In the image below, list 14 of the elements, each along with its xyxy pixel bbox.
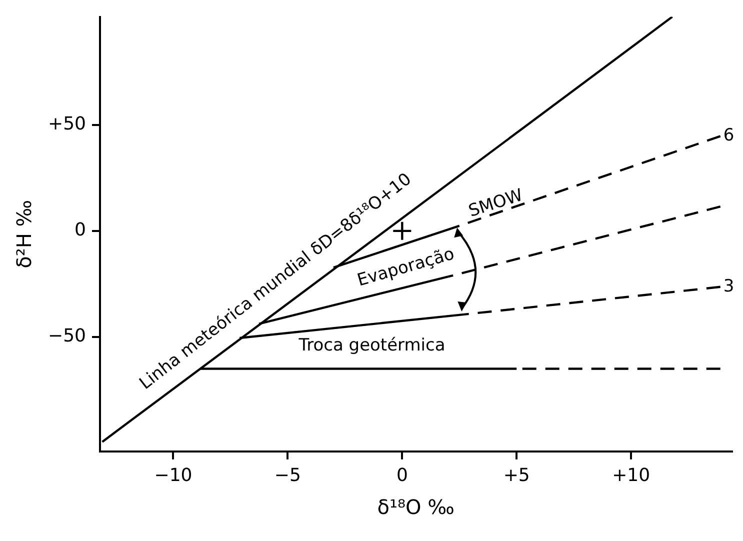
x-axis-title: δ¹⁸O ‰: [377, 495, 455, 520]
annotation: SMOW: [466, 185, 526, 222]
series-label: 3: [723, 276, 734, 296]
y-tick-label: +50: [48, 114, 86, 135]
y-tick-label: −50: [48, 326, 86, 347]
x-tick-label: −5: [274, 464, 301, 486]
x-tick-label: +10: [612, 464, 650, 486]
y-axis-title: δ²H ‰: [12, 200, 36, 268]
x-tick-label: 0: [396, 464, 408, 486]
x-tick-label: −10: [154, 464, 192, 486]
annotation: Troca geotérmica: [298, 335, 446, 356]
series-label: 6: [723, 126, 734, 146]
x-tick-label: +5: [503, 464, 530, 486]
y-tick-label: 0: [74, 220, 86, 241]
